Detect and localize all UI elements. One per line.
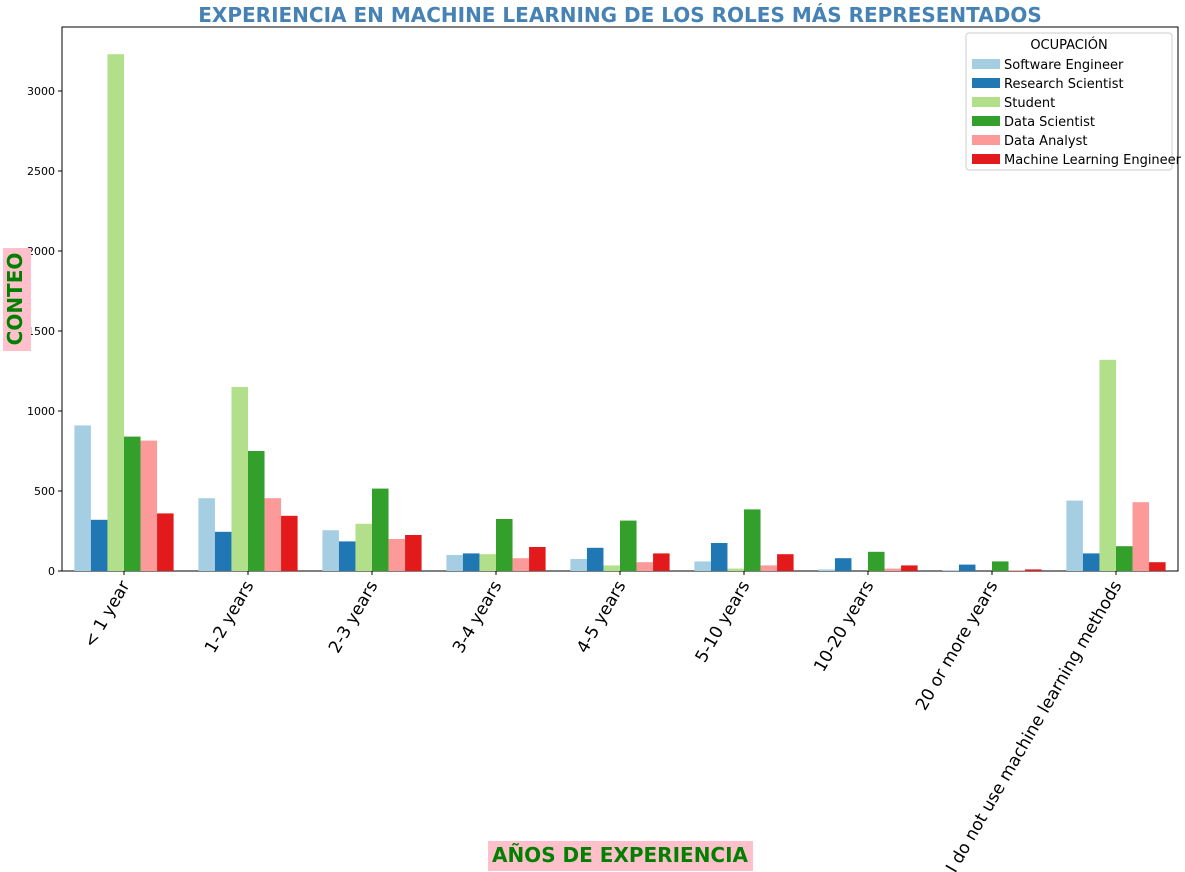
bar <box>1025 569 1042 571</box>
x-tick-label: 20 or more years <box>912 577 1002 714</box>
plot-area <box>61 26 1179 572</box>
y-axis-label-background <box>3 248 31 351</box>
legend-box <box>965 32 1173 171</box>
x-tick-label: 1-2 years <box>201 577 258 656</box>
bar <box>355 523 372 571</box>
bar <box>942 570 959 571</box>
bar <box>529 547 546 571</box>
x-tick-label: 5-10 years <box>692 577 755 666</box>
x-axis-label-group: AÑOS DE EXPERIENCIA <box>488 841 753 871</box>
bar <box>586 547 604 571</box>
legend-swatch <box>972 59 1000 69</box>
legend-swatch <box>972 154 1000 164</box>
legend-label: Data Scientist <box>1004 115 1095 130</box>
bar <box>90 519 108 571</box>
x-tick-label: 3-4 years <box>449 577 506 656</box>
bar <box>372 488 389 571</box>
bar <box>727 568 744 571</box>
y-tick-label: 2000 <box>27 245 55 258</box>
bar <box>140 440 158 571</box>
bar <box>653 553 670 571</box>
y-axis-label: CONTEO <box>3 253 27 346</box>
legend-label: Machine Learning Engineer <box>1004 153 1182 168</box>
bar <box>264 498 282 571</box>
bar <box>512 558 530 571</box>
bar <box>107 54 124 571</box>
y-axis: 0 500 1000 1500 2000 2500 3000 <box>27 85 62 578</box>
bar <box>570 559 587 571</box>
bar <box>868 551 885 571</box>
legend-swatch <box>972 78 1000 88</box>
x-tick-label: 4-5 years <box>573 577 630 656</box>
legend-swatch <box>972 116 1000 126</box>
x-axis: < 1 year 1-2 years 2-3 years 3-4 years 4-5 y… <box>80 571 1126 872</box>
chart-title: EXPERIENCIA EN MACHINE LEARNING DE LOS R… <box>198 3 1041 27</box>
bar <box>901 565 918 571</box>
legend-label: Research Scientist <box>1004 77 1124 92</box>
legend: OCUPACIÓN Software Engineer Research Scie… <box>965 32 1182 171</box>
bar <box>710 543 728 571</box>
bar <box>405 535 422 571</box>
y-tick-label: 2500 <box>27 165 55 178</box>
bar <box>884 568 902 571</box>
bar <box>777 554 794 571</box>
bar <box>248 451 265 571</box>
bar <box>446 555 463 571</box>
legend-label: Software Engineer <box>1004 58 1124 73</box>
bar <box>1132 502 1150 571</box>
bar <box>958 564 976 571</box>
bar <box>818 569 835 571</box>
y-tick-label: 1500 <box>27 325 55 338</box>
bar <box>388 539 406 571</box>
bar <box>231 387 248 571</box>
y-tick-label: 500 <box>34 485 55 498</box>
bar <box>479 554 496 571</box>
bar <box>744 509 761 571</box>
bar <box>338 541 356 571</box>
bar <box>1082 553 1100 571</box>
bar <box>992 561 1009 571</box>
bar <box>74 425 91 571</box>
x-tick-label: 10-20 years <box>810 577 878 675</box>
legend-title: OCUPACIÓN <box>1030 37 1107 53</box>
bar <box>157 513 174 571</box>
y-tick-label: 0 <box>48 565 55 578</box>
x-axis-label-background <box>488 841 753 871</box>
bar <box>322 530 339 571</box>
bar <box>214 531 232 571</box>
bar <box>1099 359 1116 571</box>
bar <box>603 565 620 571</box>
bar <box>198 498 215 571</box>
bar <box>636 562 654 571</box>
y-axis-label-group: CONTEO <box>3 248 31 351</box>
bar <box>1066 500 1083 571</box>
bar <box>1116 546 1133 571</box>
bar <box>1149 562 1166 571</box>
legend-label: Student <box>1004 96 1055 111</box>
bar <box>1008 570 1026 571</box>
y-tick-label: 3000 <box>27 85 55 98</box>
x-tick-label: 2-3 years <box>325 577 382 656</box>
x-axis-label: AÑOS DE EXPERIENCIA <box>492 843 749 867</box>
bar <box>124 436 141 571</box>
bar <box>496 519 513 571</box>
bar <box>760 565 778 571</box>
y-tick-label: 1000 <box>27 405 55 418</box>
legend-label: Data Analyst <box>1004 134 1087 149</box>
legend-swatch <box>972 135 1000 145</box>
bar <box>694 561 711 571</box>
bar <box>462 553 480 571</box>
bar <box>834 558 852 571</box>
legend-swatch <box>972 97 1000 107</box>
x-tick-label: < 1 year <box>80 577 134 651</box>
bar <box>620 520 637 571</box>
bar <box>281 515 298 571</box>
